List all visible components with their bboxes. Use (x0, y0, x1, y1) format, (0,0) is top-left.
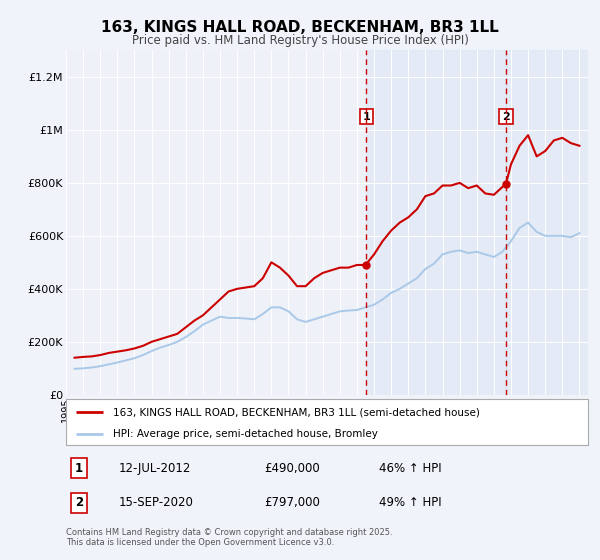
Text: 1: 1 (75, 461, 83, 475)
Text: £490,000: £490,000 (265, 461, 320, 475)
Text: Price paid vs. HM Land Registry's House Price Index (HPI): Price paid vs. HM Land Registry's House … (131, 34, 469, 46)
Text: 2: 2 (75, 496, 83, 510)
Text: 163, KINGS HALL ROAD, BECKENHAM, BR3 1LL (semi-detached house): 163, KINGS HALL ROAD, BECKENHAM, BR3 1LL… (113, 407, 480, 417)
Text: 49% ↑ HPI: 49% ↑ HPI (379, 496, 442, 510)
Text: 2: 2 (502, 111, 510, 122)
Text: 46% ↑ HPI: 46% ↑ HPI (379, 461, 442, 475)
Bar (506, 50, 588, 395)
Text: HPI: Average price, semi-detached house, Bromley: HPI: Average price, semi-detached house,… (113, 429, 378, 438)
Text: 1: 1 (362, 111, 370, 122)
FancyBboxPatch shape (66, 399, 588, 445)
Text: £797,000: £797,000 (265, 496, 320, 510)
Text: 163, KINGS HALL ROAD, BECKENHAM, BR3 1LL: 163, KINGS HALL ROAD, BECKENHAM, BR3 1LL (101, 20, 499, 35)
Text: 12-JUL-2012: 12-JUL-2012 (118, 461, 191, 475)
Bar (366, 50, 506, 395)
Text: 15-SEP-2020: 15-SEP-2020 (118, 496, 193, 510)
Text: Contains HM Land Registry data © Crown copyright and database right 2025.
This d: Contains HM Land Registry data © Crown c… (66, 528, 392, 547)
